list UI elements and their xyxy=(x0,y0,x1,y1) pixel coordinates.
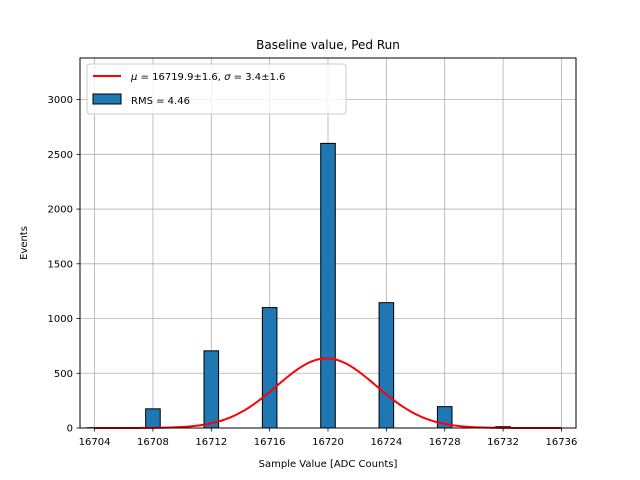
legend-hist-label: RMS = 4.46 xyxy=(131,96,190,107)
histogram-bar xyxy=(320,142,336,429)
y-tick-label: 0 xyxy=(67,424,73,435)
legend-box xyxy=(86,63,347,115)
x-tick-label: 16704 xyxy=(79,437,111,448)
histogram-bar xyxy=(203,350,220,429)
x-tick-label: 16720 xyxy=(312,437,344,448)
y-tick-label: 3000 xyxy=(48,95,73,106)
x-tick-label: 16728 xyxy=(429,437,461,448)
y-tick-label: 1000 xyxy=(48,314,73,325)
legend-hist-swatch xyxy=(92,93,122,105)
x-tick-label: 16708 xyxy=(137,437,169,448)
y-tick-label: 2500 xyxy=(48,150,73,161)
legend-sigma-symbol: σ xyxy=(224,72,231,83)
legend-mu-symbol: μ xyxy=(130,72,137,83)
legend-fit-label: μ = 16719.9±1.6, σ = 3.4±1.6 xyxy=(130,72,285,83)
legend-mu-value: = 16719.9±1.6, xyxy=(137,72,224,83)
y-tick-label: 500 xyxy=(54,369,73,380)
histogram-bar xyxy=(261,307,278,429)
y-axis-label: Events xyxy=(19,226,30,260)
x-tick-label: 16712 xyxy=(195,437,227,448)
y-axis-ticks: 0 500 1000 1500 2000 2500 3000 xyxy=(48,95,80,435)
x-tick-label: 16736 xyxy=(546,437,578,448)
legend: μ = 16719.9±1.6, σ = 3.4±1.6 RMS = 4.46 xyxy=(86,63,347,115)
y-tick-label: 2000 xyxy=(48,205,73,216)
x-axis-label: Sample Value [ADC Counts] xyxy=(259,459,398,470)
histogram-bar xyxy=(378,302,395,429)
histogram-bar xyxy=(145,408,161,429)
x-tick-label: 16724 xyxy=(370,437,402,448)
chart-title: Baseline value, Ped Run xyxy=(256,38,400,52)
x-tick-label: 16732 xyxy=(487,437,519,448)
legend-sigma-value: = 3.4±1.6 xyxy=(230,72,285,83)
x-tick-label: 16716 xyxy=(254,437,286,448)
y-tick-label: 1500 xyxy=(48,259,73,270)
x-axis-ticks: 16704 16708 16712 16716 16720 16724 16728 16732… xyxy=(79,428,578,448)
